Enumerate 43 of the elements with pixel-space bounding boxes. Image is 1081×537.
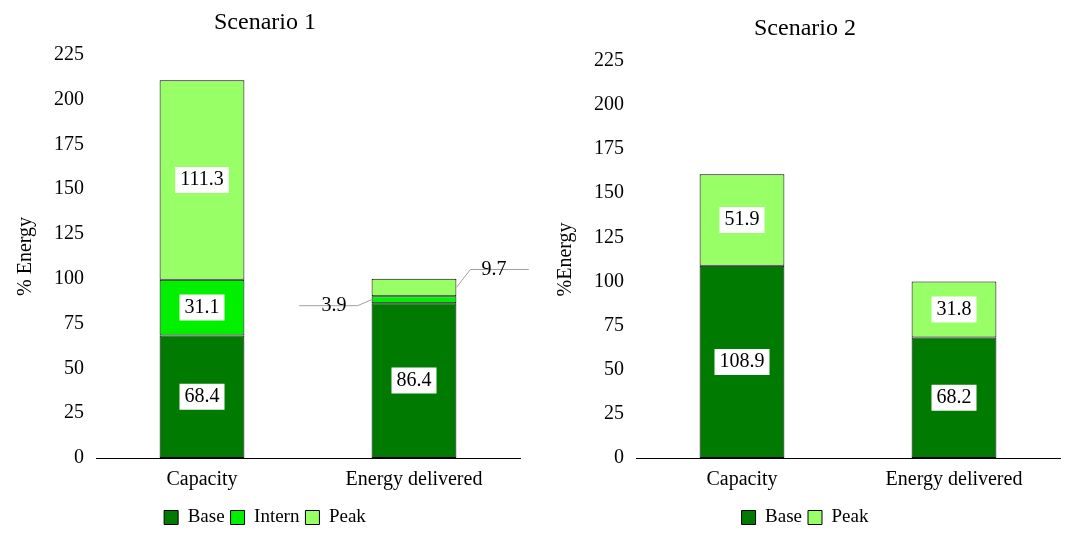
data-label: 68.4 — [184, 383, 220, 406]
y-tick-label: 200 — [54, 86, 84, 109]
data-label: 86.4 — [396, 367, 432, 390]
y-tick-label: 25 — [604, 401, 624, 424]
x-tick-label: Capacity — [706, 467, 778, 491]
legend-label: Base — [187, 505, 225, 527]
chart-title: Scenario 2 — [754, 13, 856, 40]
data-label: 68.2 — [936, 385, 972, 408]
y-tick-label: 125 — [54, 221, 84, 244]
y-tick-label: 75 — [64, 310, 84, 333]
y-tick-label: 0 — [614, 445, 624, 468]
data-label: 51.9 — [724, 207, 760, 230]
y-tick-label: 225 — [54, 42, 84, 65]
y-tick-label: 175 — [594, 136, 624, 159]
data-label: 31.1 — [184, 294, 220, 317]
y-tick-label: 225 — [594, 48, 624, 71]
legend-label: Base — [765, 505, 802, 527]
y-tick-label: 175 — [54, 131, 84, 154]
data-label: 3.9 — [321, 292, 347, 315]
x-tick-label: Energy delivered — [345, 467, 483, 491]
y-tick-label: 200 — [594, 92, 624, 115]
y-tick-label: 0 — [74, 445, 84, 468]
legend-label: Intern — [254, 505, 300, 527]
y-axis-title: %Energy — [553, 222, 577, 297]
chart-title: Scenario 1 — [214, 7, 316, 34]
y-tick-label: 150 — [54, 176, 84, 199]
x-tick-label: Energy delivered — [885, 467, 1023, 491]
y-tick-label: 150 — [594, 180, 624, 203]
data-label: 9.7 — [481, 256, 507, 279]
y-tick-label: 50 — [604, 356, 624, 379]
y-tick-label: 25 — [64, 400, 84, 423]
legend-label: Peak — [831, 505, 869, 527]
legend-label: Peak — [328, 505, 367, 527]
y-tick-label: 125 — [594, 224, 624, 247]
data-label: 111.3 — [180, 167, 224, 190]
data-label: 108.9 — [719, 349, 765, 372]
y-tick-label: 50 — [64, 355, 84, 378]
y-tick-label: 75 — [604, 312, 624, 335]
data-label: 31.8 — [936, 296, 972, 319]
y-tick-label: 100 — [594, 268, 624, 291]
y-axis-title: % Energy — [13, 216, 37, 296]
x-tick-label: Capacity — [166, 467, 238, 491]
y-tick-label: 100 — [54, 266, 84, 289]
